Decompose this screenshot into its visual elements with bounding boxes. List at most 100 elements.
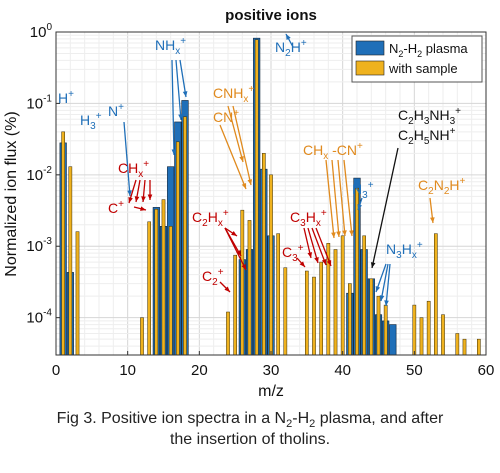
bar-with-sample	[240, 209, 245, 356]
bar-with-sample	[462, 338, 467, 356]
annotation-arrow	[331, 159, 340, 238]
ion-annotation: C3+	[282, 243, 304, 264]
annotation-arrowhead	[357, 204, 362, 210]
annotation-arrowhead	[370, 262, 376, 268]
y-axis-label: Normalized ion flux (%)	[3, 111, 20, 276]
bar-plasma	[389, 324, 397, 356]
bar-with-sample	[477, 338, 481, 356]
chart-title: positive ions	[225, 7, 317, 24]
bar-with-sample	[376, 295, 381, 356]
annotation-arrowhead	[134, 196, 140, 202]
annotation-arrowhead	[171, 149, 177, 155]
bar-with-sample	[254, 39, 259, 356]
annotation-arrow	[371, 147, 399, 269]
annotation-arrow	[123, 121, 131, 197]
bar-with-sample	[319, 261, 323, 356]
annotation-arrowhead	[147, 194, 153, 200]
annotation-arrow	[179, 59, 187, 98]
x-tick-label: 60	[478, 362, 495, 379]
ion-annotation: N2H+	[275, 38, 307, 59]
legend: N2-H2 plasma with sample	[351, 35, 483, 83]
annotation-arrow	[380, 263, 389, 302]
bar-with-sample	[176, 141, 180, 356]
annotation-arrowhead	[331, 232, 336, 238]
bar-with-sample	[412, 304, 417, 356]
ion-annotation: N3+	[352, 180, 374, 201]
bar-with-sample	[333, 249, 338, 356]
annotation-arrow	[343, 159, 353, 237]
annotation-arrowhead	[321, 259, 327, 265]
caption-line-1: Fig 3. Positive ion spectra in a N2-H2 p…	[56, 410, 444, 431]
ion-annotation: CN+	[213, 108, 239, 125]
ion-annotation: C2H5NH+	[398, 126, 456, 147]
bar-with-sample	[383, 304, 388, 356]
annotation-arrow	[315, 227, 332, 267]
bar-with-sample	[369, 278, 374, 356]
annotation-arrows	[123, 33, 435, 307]
annotation-arrow	[311, 227, 327, 266]
bar-with-sample	[75, 231, 80, 356]
bar-with-sample	[68, 166, 73, 356]
bar-marks	[59, 37, 481, 356]
ion-annotation: H3+	[80, 111, 102, 132]
x-tick-label: 50	[406, 362, 423, 379]
y-tick-label: 10-2	[26, 165, 52, 184]
annotation-arrowhead	[141, 196, 146, 202]
ion-flux-chart: positive ions 0 10 20 30 40 50 60 10010-110-21…	[3, 7, 495, 400]
bar-with-sample	[161, 199, 166, 356]
bar-with-sample	[441, 314, 445, 356]
bar-with-sample	[312, 276, 316, 356]
annotation-labels: H+ H3+ N+ NHx+ N2H+ CNHx+ CN+ CHx+ C+ C2Hx+ C2+ C3H…	[58, 36, 466, 288]
bar-with-sample	[183, 116, 187, 356]
annotation-arrow	[219, 124, 247, 190]
annotation-arrowhead	[342, 230, 347, 236]
annotation-arrowhead	[140, 206, 146, 211]
ion-annotation: H+	[58, 89, 74, 106]
annotation-arrowhead	[127, 190, 132, 196]
bar-with-sample	[154, 208, 159, 356]
ion-annotation: NHx+	[155, 36, 186, 57]
bar-with-sample	[140, 317, 144, 356]
ion-annotation: CNHx+	[213, 84, 254, 105]
y-tick-label: 100	[30, 22, 53, 41]
annotation-arrowhead	[231, 230, 237, 236]
bar-with-sample	[355, 187, 359, 356]
ion-annotation: C2Hx+	[192, 208, 229, 229]
annotation-arrowhead	[349, 230, 354, 236]
x-axis-label: m/z	[258, 383, 284, 400]
x-tick-label: 0	[52, 362, 60, 379]
annotation-arrow	[171, 59, 175, 156]
bar-with-sample	[147, 221, 151, 356]
bar-with-sample	[348, 283, 352, 356]
figure-caption: Fig 3. Positive ion spectra in a N2-H2 p…	[0, 408, 500, 450]
bar-with-sample	[426, 300, 431, 356]
annotation-arrowhead	[247, 179, 253, 185]
legend-label: N2-H2 plasma	[389, 41, 468, 59]
y-tick-label: 10-1	[26, 93, 52, 112]
annotation-arrowhead	[336, 231, 341, 237]
ion-annotation: CHx -CN+	[303, 141, 363, 162]
bar-with-sample	[305, 270, 309, 356]
x-tick-label: 40	[334, 362, 351, 379]
bar-with-sample	[168, 226, 173, 356]
annotation-arrowhead	[384, 300, 389, 306]
annotation-arrowhead	[314, 257, 319, 263]
annotation-arrow	[175, 59, 182, 121]
annotation-arrowhead	[379, 295, 385, 301]
x-tick-label: 10	[119, 362, 136, 379]
ion-annotation: N3Hx+	[386, 240, 423, 261]
annotation-arrowhead	[239, 156, 244, 162]
bar-with-sample	[61, 131, 65, 356]
annotation-arrowhead	[286, 34, 291, 40]
caption-line-2: the insertion of tholins.	[169, 431, 331, 448]
annotation-arrowhead	[182, 91, 188, 97]
annotation-arrow	[232, 105, 252, 186]
y-axis-ticks: 100 10-1 10-2 10-3 10-4	[26, 22, 60, 327]
y-tick-label: 10-4	[26, 308, 52, 327]
annotation-arrowhead	[178, 114, 183, 120]
ion-annotation: C+	[108, 199, 124, 216]
ion-annotation: C3Hx+	[290, 208, 327, 229]
annotation-arrowhead	[128, 197, 133, 203]
ion-annotation: N+	[108, 102, 124, 119]
annotation-arrowhead	[326, 260, 332, 266]
